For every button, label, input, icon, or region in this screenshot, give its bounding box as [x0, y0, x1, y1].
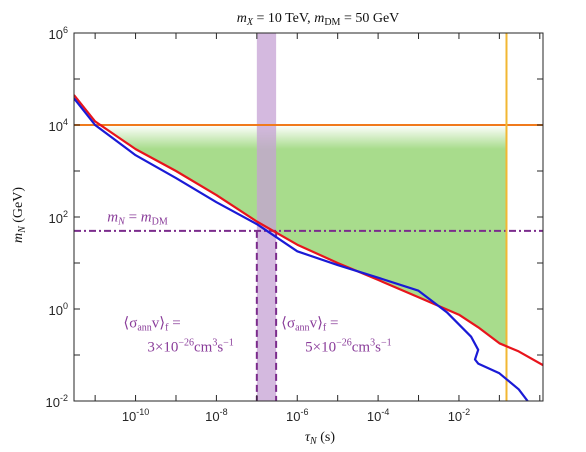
y-tick-label: 102: [49, 209, 68, 226]
annotation-sigma1-line1: ⟨σannv⟩f =: [123, 315, 180, 333]
x-tick-label: 10-6: [286, 407, 308, 424]
annotations: mN = mDM ⟨σannv⟩f = 3×10−26cm3s−1 ⟨σannv⟩f …: [107, 209, 391, 355]
x-tick-label: 10-4: [367, 407, 389, 424]
axes: 10-10 10-8 10-6 10-4 10-2 10-2 100 102 104 106: [46, 25, 544, 424]
region-fade: [100, 125, 507, 150]
series-line-0: [74, 94, 543, 367]
y-axis-label: mN (GeV): [11, 187, 28, 243]
x-axis-label: τN (s): [305, 430, 335, 447]
plot-area: [74, 33, 543, 401]
lifetime-band: [256, 33, 277, 401]
chart-title: mX = 10 TeV, mDM = 50 GeV: [237, 11, 400, 28]
annotation-sigma2-line2: 5×10−26cm3s−1: [305, 337, 391, 355]
y-tick-label: 104: [49, 117, 68, 134]
x-tick-label: 10-8: [205, 407, 227, 424]
x-tick-label: 10-10: [122, 407, 149, 424]
allowed-region: [100, 125, 507, 347]
annotation-mn-eq: mN = mDM: [107, 209, 168, 227]
annotation-sigma2-line1: ⟨σannv⟩f =: [281, 315, 338, 333]
y-tick-label: 10-2: [46, 393, 68, 410]
annotation-sigma1-line2: 3×10−26cm3s−1: [147, 337, 233, 355]
y-tick-label: 106: [49, 25, 68, 42]
series-line-1: [74, 97, 529, 401]
y-tick-label: 100: [49, 301, 68, 318]
x-tick-label: 10-2: [448, 407, 470, 424]
